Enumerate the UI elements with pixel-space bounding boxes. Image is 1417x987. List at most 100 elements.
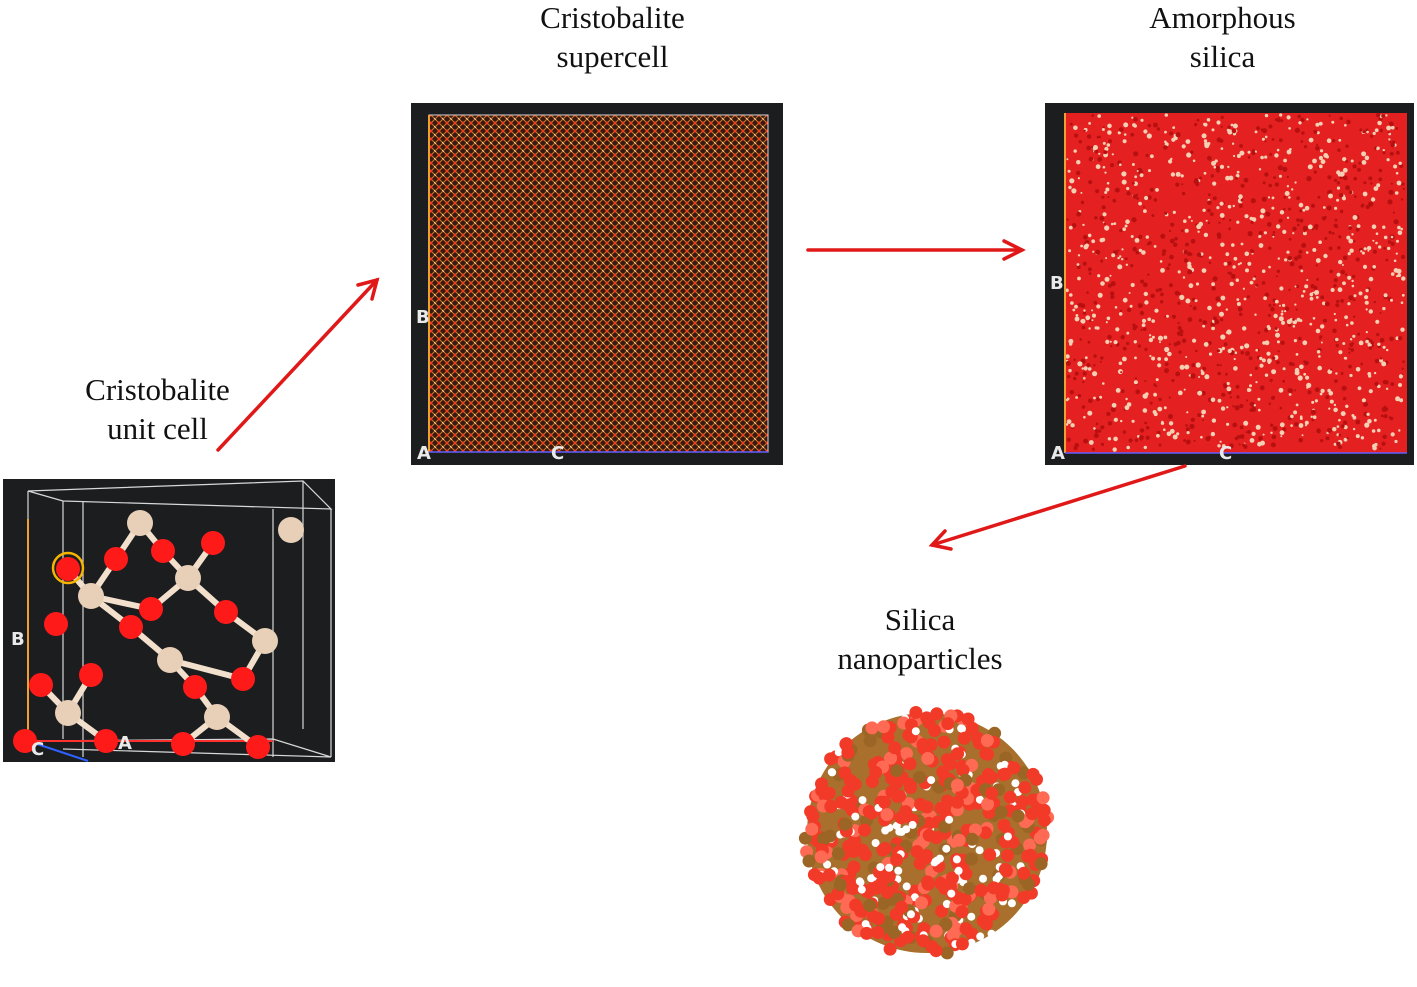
amorphous-atom — [1260, 155, 1264, 160]
amorphous-atom — [1094, 326, 1098, 330]
amorphous-atom — [1236, 298, 1240, 301]
amorphous-atom — [1303, 360, 1306, 363]
nanoparticle-atom — [982, 902, 996, 916]
amorphous-atom — [1338, 259, 1343, 265]
amorphous-atom — [1160, 268, 1165, 273]
amorphous-atom — [1340, 424, 1345, 429]
amorphous-atom — [1216, 206, 1220, 210]
amorphous-atom — [1264, 172, 1269, 177]
amorphous-atom — [1329, 399, 1334, 404]
amorphous-atom — [1100, 356, 1104, 360]
amorphous-atom — [1247, 261, 1252, 266]
amorphous-atom — [1379, 357, 1383, 360]
amorphous-atom — [1102, 165, 1106, 169]
amorphous-atom — [1342, 167, 1348, 173]
nanoparticle-atom — [857, 885, 866, 894]
nanoparticle-atom — [914, 797, 927, 811]
amorphous-atom — [1177, 326, 1182, 330]
amorphous-atom — [1311, 228, 1314, 231]
amorphous-atom — [1381, 361, 1387, 367]
nanoparticle-atom — [890, 764, 904, 778]
amorphous-atom — [1212, 181, 1217, 186]
amorphous-atom — [1093, 145, 1098, 150]
amorphous-atom — [1095, 249, 1101, 255]
nanoparticle-atom — [1037, 813, 1051, 827]
amorphous-atom — [1128, 438, 1133, 443]
amorphous-atom — [1309, 292, 1314, 297]
amorphous-atom — [1180, 174, 1184, 178]
amorphous-atom — [1070, 301, 1074, 305]
amorphous-axis-c: C — [1219, 443, 1233, 464]
amorphous-atom — [1068, 368, 1072, 373]
amorphous-atom — [1100, 442, 1105, 446]
amorphous-atom — [1320, 149, 1324, 153]
amorphous-atom — [1344, 356, 1348, 360]
amorphous-atom — [1216, 120, 1221, 125]
amorphous-atom — [1181, 144, 1186, 149]
amorphous-atom — [1103, 222, 1106, 225]
amorphous-atom — [1347, 275, 1352, 280]
amorphous-atom — [1124, 257, 1128, 261]
amorphous-atom — [1143, 205, 1145, 208]
amorphous-atom — [1146, 242, 1150, 246]
amorphous-atom — [1139, 310, 1145, 316]
amorphous-atom — [1098, 152, 1101, 155]
amorphous-atom — [1084, 243, 1089, 248]
amorphous-atom — [1105, 187, 1110, 192]
amorphous-atom — [1362, 191, 1368, 197]
amorphous-atom — [1368, 309, 1373, 314]
amorphous-atom — [1071, 223, 1077, 228]
amorphous-atom — [1375, 232, 1379, 235]
amorphous-atom — [1202, 419, 1204, 422]
amorphous-atom — [1186, 411, 1189, 414]
nanoparticle-atom — [908, 820, 917, 829]
amorphous-atom — [1364, 301, 1369, 305]
amorphous-atom — [1207, 208, 1211, 213]
amorphous-atom — [1172, 210, 1176, 214]
amorphous-atom — [1142, 327, 1147, 331]
amorphous-atom — [1219, 440, 1222, 443]
amorphous-atom — [1343, 437, 1348, 442]
amorphous-atom — [1315, 146, 1320, 151]
amorphous-atom — [1103, 150, 1108, 155]
amorphous-atom — [1207, 221, 1211, 225]
amorphous-atom — [1277, 350, 1280, 353]
amorphous-atom — [1328, 114, 1331, 117]
nanoparticle-atom — [903, 757, 917, 771]
amorphous-atom — [1382, 306, 1386, 311]
nanoparticle-atom — [898, 923, 907, 932]
amorphous-atom — [1298, 202, 1304, 208]
amorphous-atom — [1079, 338, 1082, 341]
amorphous-atom — [1332, 427, 1337, 432]
nanoparticle-atom — [877, 720, 890, 734]
nanoparticle-atom — [814, 850, 828, 864]
amorphous-atom — [1114, 187, 1120, 193]
amorphous-atom — [1192, 338, 1197, 343]
oxygen-atom — [231, 667, 255, 691]
amorphous-atom — [1209, 212, 1214, 216]
amorphous-atom — [1370, 197, 1376, 202]
amorphous-atom — [1117, 256, 1120, 260]
amorphous-atom — [1320, 388, 1325, 393]
amorphous-atom — [1287, 323, 1292, 327]
amorphous-atom — [1245, 431, 1248, 434]
amorphous-atom — [1190, 417, 1195, 422]
amorphous-atom — [1277, 165, 1283, 171]
amorphous-atom — [1382, 151, 1386, 155]
amorphous-atom — [1346, 119, 1351, 125]
amorphous-atom — [1290, 424, 1293, 427]
amorphous-atom — [1387, 246, 1391, 251]
amorphous-atom — [1276, 224, 1281, 229]
amorphous-atom — [1287, 256, 1293, 261]
amorphous-atom — [1174, 236, 1178, 241]
amorphous-atom — [1065, 360, 1071, 366]
amorphous-atom — [1176, 432, 1180, 436]
nanoparticle-atom — [876, 863, 885, 872]
amorphous-atom — [1198, 221, 1204, 227]
amorphous-atom — [1178, 350, 1182, 354]
amorphous-atom — [1297, 375, 1303, 381]
amorphous-atom — [1119, 163, 1122, 166]
amorphous-atom — [1345, 323, 1349, 327]
amorphous-atom — [1185, 242, 1189, 247]
amorphous-atom — [1386, 125, 1391, 131]
